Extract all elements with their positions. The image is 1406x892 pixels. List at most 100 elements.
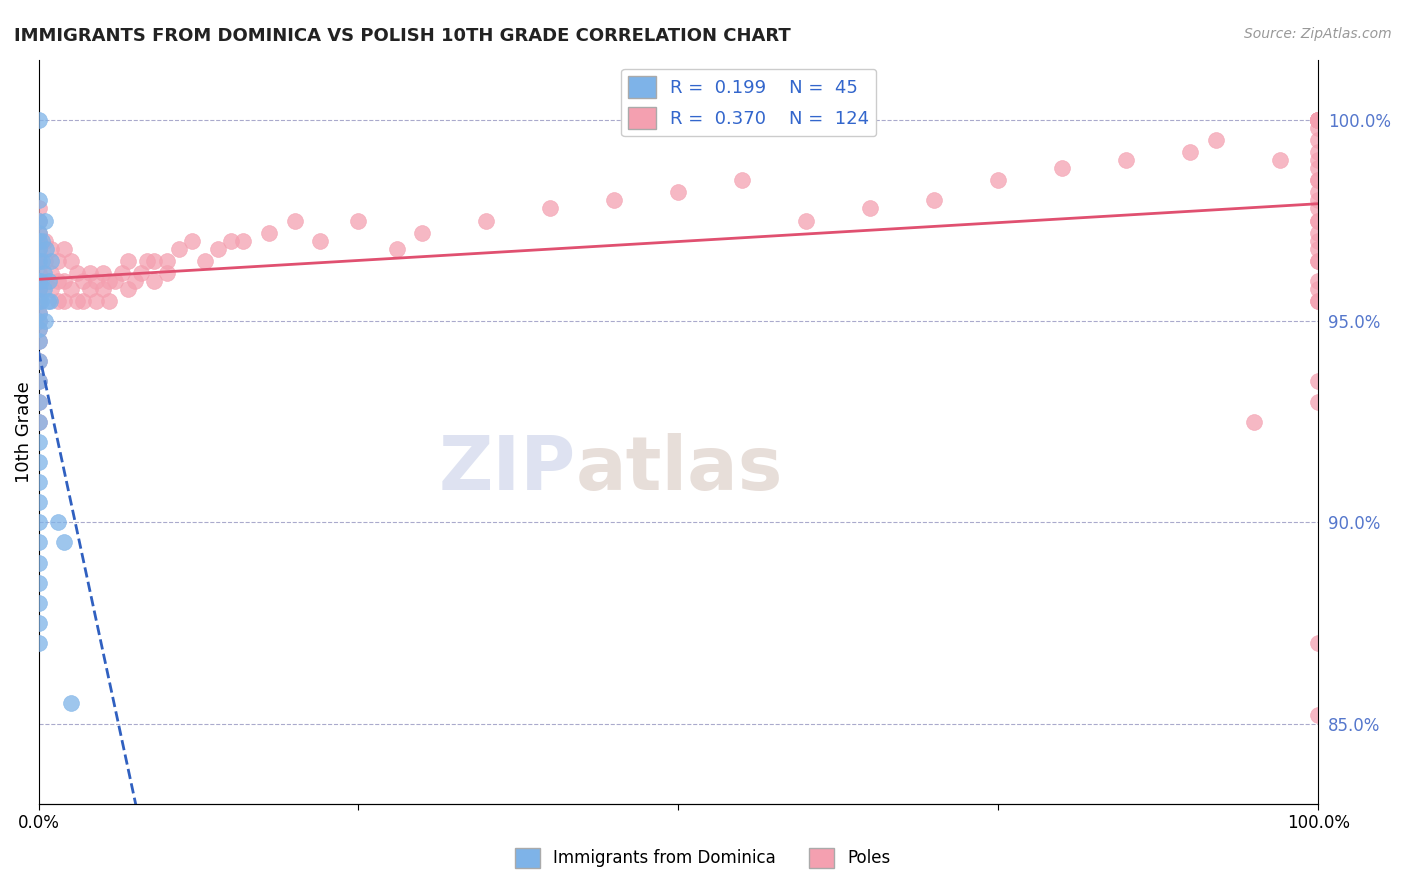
Point [27,354,49,368]
Point [27,322,49,336]
Point [142,253,165,268]
Point [27,112,49,127]
Legend: R =  0.199    N =  45, R =  0.370    N =  124: R = 0.199 N = 45, R = 0.370 N = 124 [621,69,876,136]
Point [1308,153,1330,168]
Point [27,394,49,409]
Point [1308,112,1330,127]
Point [1308,112,1330,127]
Point [79,282,101,296]
Point [124,274,146,288]
Point [34,234,56,248]
Point [32,266,55,280]
Point [1308,186,1330,200]
Point [1308,282,1330,296]
Point [1205,133,1227,147]
Point [1308,242,1330,256]
Point [1308,145,1330,160]
Point [72,274,94,288]
Point [117,253,139,268]
Point [53,242,76,256]
Point [1308,112,1330,127]
Point [1308,112,1330,127]
Point [1308,213,1330,227]
Point [924,194,946,208]
Point [66,266,89,280]
Point [79,266,101,280]
Point [59,282,82,296]
Point [72,293,94,308]
Point [46,253,69,268]
Point [27,415,49,429]
Point [27,226,49,240]
Point [1308,253,1330,268]
Point [30,274,52,288]
Point [1308,112,1330,127]
Point [219,234,242,248]
Point [1308,173,1330,187]
Point [169,242,191,256]
Point [1308,293,1330,308]
Point [1308,375,1330,389]
Point [1308,112,1330,127]
Point [257,226,280,240]
Point [35,242,58,256]
Point [347,213,370,227]
Point [27,322,49,336]
Point [603,194,626,208]
Point [32,282,55,296]
Point [34,213,56,227]
Point [41,242,63,256]
Point [104,274,127,288]
Point [46,274,69,288]
Point [27,306,49,320]
Point [27,495,49,509]
Point [181,234,204,248]
Point [111,266,134,280]
Point [27,375,49,389]
Point [796,213,818,227]
Point [27,274,49,288]
Point [232,234,254,248]
Point [27,434,49,449]
Point [27,334,49,349]
Point [1180,145,1202,160]
Point [27,455,49,469]
Point [1308,112,1330,127]
Point [1308,112,1330,127]
Point [1308,112,1330,127]
Point [1308,121,1330,136]
Point [385,242,408,256]
Point [1308,112,1330,127]
Point [27,394,49,409]
Point [27,253,49,268]
Point [1308,253,1330,268]
Point [1308,133,1330,147]
Point [27,274,49,288]
Point [38,274,60,288]
Point [1308,636,1330,650]
Point [41,266,63,280]
Point [27,234,49,248]
Point [1308,112,1330,127]
Point [97,293,120,308]
Point [27,234,49,248]
Point [27,226,49,240]
Point [27,596,49,610]
Point [53,535,76,549]
Point [411,226,433,240]
Point [859,202,882,216]
Point [66,293,89,308]
Point [1308,112,1330,127]
Point [34,314,56,328]
Point [46,516,69,530]
Point [1243,415,1265,429]
Point [27,636,49,650]
Point [1052,161,1074,176]
Point [27,282,49,296]
Point [46,293,69,308]
Point [27,213,49,227]
Point [1308,112,1330,127]
Point [1308,708,1330,723]
Point [1308,394,1330,409]
Point [41,282,63,296]
